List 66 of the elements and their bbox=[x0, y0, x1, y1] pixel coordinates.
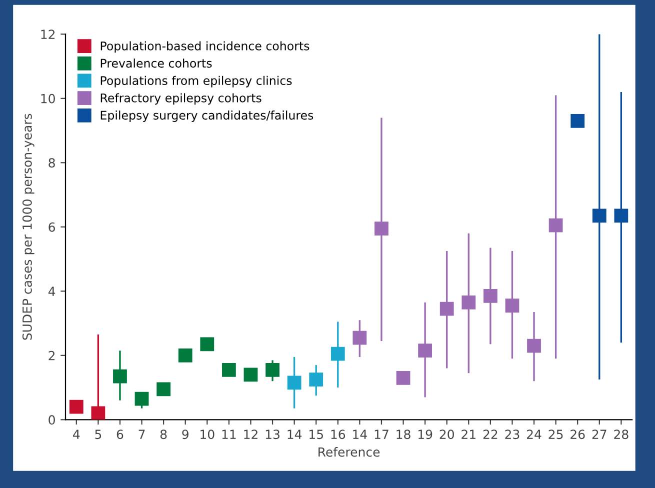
x-tick-label: 22 bbox=[483, 430, 498, 439]
point bbox=[222, 362, 236, 377]
y-tick-label: 0 bbox=[48, 415, 55, 425]
point bbox=[483, 289, 498, 303]
point bbox=[309, 372, 324, 386]
point bbox=[156, 382, 171, 396]
x-tick-label: 7 bbox=[138, 430, 145, 439]
x-tick-label: 18 bbox=[396, 430, 410, 440]
point bbox=[178, 348, 192, 362]
x-tick-label: 12 bbox=[244, 430, 258, 439]
legend-label: Refractory epilepsy cohorts bbox=[100, 93, 262, 105]
x-tick-label: 24 bbox=[526, 430, 542, 439]
x-tick-label: 26 bbox=[570, 430, 585, 440]
point bbox=[462, 295, 476, 310]
x-tick-label: 28 bbox=[614, 430, 628, 440]
point bbox=[527, 338, 541, 353]
x-tick-label: 11 bbox=[222, 430, 236, 439]
x-tick-label: 4 bbox=[73, 430, 80, 439]
point bbox=[374, 222, 388, 236]
x-tick-label: 15 bbox=[310, 430, 323, 440]
point bbox=[548, 218, 563, 232]
point bbox=[614, 208, 628, 223]
x-tick-label: 16 bbox=[331, 430, 346, 440]
x-tick-label: 9 bbox=[182, 430, 188, 440]
legend-label: Epilepsy surgery candidates/failures bbox=[100, 110, 314, 122]
point bbox=[287, 376, 302, 390]
y-tick-label: 4 bbox=[48, 286, 56, 296]
y-tick-label: 6 bbox=[48, 222, 55, 232]
x-tick-label: 5 bbox=[95, 430, 102, 440]
point bbox=[592, 208, 606, 223]
x-tick-label: 6 bbox=[116, 430, 124, 440]
x-tick-label: 13 bbox=[266, 430, 280, 440]
point bbox=[570, 114, 585, 128]
point bbox=[330, 346, 345, 361]
point bbox=[134, 392, 149, 406]
x-tick-label: 27 bbox=[592, 430, 606, 439]
y-tick-label: 10 bbox=[41, 94, 55, 104]
x-tick-label: 19 bbox=[418, 430, 432, 440]
x-tick-label: 25 bbox=[548, 430, 563, 440]
point bbox=[418, 344, 432, 358]
x-tick-label: 8 bbox=[160, 430, 167, 440]
point bbox=[266, 362, 280, 377]
x-tick-label: 10 bbox=[200, 430, 214, 440]
y-tick-label: 8 bbox=[48, 158, 55, 168]
x-tick-label: 14 bbox=[288, 430, 302, 439]
point bbox=[91, 406, 106, 420]
y-axis-title: SUDEP cases per 1000 person-years bbox=[22, 114, 34, 340]
point bbox=[200, 337, 214, 352]
x-tick-label: 14 bbox=[353, 430, 367, 439]
x-tick-label: 20 bbox=[440, 430, 454, 440]
x-tick-label: 21 bbox=[462, 430, 476, 439]
point bbox=[352, 330, 367, 345]
x-axis-title: Reference bbox=[318, 447, 380, 457]
y-tick-label: 2 bbox=[48, 350, 55, 360]
y-tick-label: 12 bbox=[41, 30, 55, 39]
x-tick-label: 23 bbox=[505, 430, 520, 440]
point bbox=[396, 370, 410, 385]
legend-label: Prevalence cohorts bbox=[100, 58, 212, 68]
point bbox=[113, 369, 127, 384]
point bbox=[244, 368, 258, 382]
point bbox=[69, 400, 84, 414]
point bbox=[505, 298, 520, 313]
point bbox=[440, 302, 454, 316]
x-tick-label: 17 bbox=[374, 430, 388, 439]
legend-label: Populations from epilepsy clinics bbox=[100, 76, 292, 88]
legend-label: Population-based incidence cohorts bbox=[100, 41, 310, 53]
